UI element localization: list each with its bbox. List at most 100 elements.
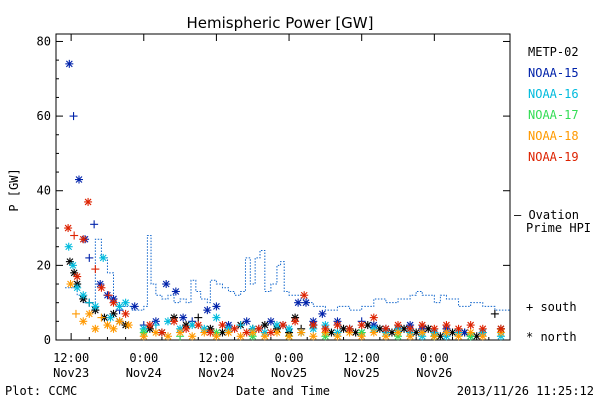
data-point — [124, 321, 133, 330]
data-point — [294, 298, 303, 307]
data-point — [68, 261, 77, 270]
data-point — [454, 332, 463, 341]
data-point — [381, 324, 390, 333]
data-point — [466, 321, 475, 330]
data-point — [145, 321, 154, 330]
data-point — [130, 302, 139, 311]
data-point — [79, 291, 88, 300]
data-point — [73, 283, 82, 292]
footer-xlabel: Date and Time — [236, 384, 330, 398]
data-point — [70, 231, 79, 240]
data-point — [106, 313, 115, 322]
symbol-legend-entry: + south — [526, 300, 577, 314]
x-tick-label: 0:00 — [420, 351, 449, 365]
x-tick-label: 12:00 — [198, 351, 234, 365]
data-point — [212, 302, 221, 311]
data-point — [236, 321, 245, 330]
data-point — [260, 332, 269, 341]
data-point — [418, 328, 427, 337]
data-points — [64, 59, 505, 341]
data-point — [109, 298, 118, 307]
data-point — [64, 242, 73, 251]
data-point — [260, 321, 269, 330]
data-point — [75, 175, 84, 184]
data-point — [430, 324, 439, 333]
data-point — [91, 265, 100, 274]
data-point — [224, 328, 233, 337]
y-axis: 0 20 40 60 80 — [37, 34, 510, 347]
data-point — [109, 324, 118, 333]
data-point — [496, 324, 505, 333]
data-point — [394, 321, 403, 330]
data-point — [218, 321, 227, 330]
data-point — [454, 324, 463, 333]
legend-entry: NOAA-15 — [528, 66, 579, 80]
data-point — [357, 321, 366, 330]
data-point — [73, 272, 82, 281]
data-point — [478, 332, 487, 341]
data-point — [85, 298, 94, 307]
data-point — [430, 332, 439, 341]
legend-entry: METP-02 — [528, 45, 579, 59]
data-point — [318, 309, 327, 318]
data-point — [302, 298, 311, 307]
x-tick-date: Nov25 — [344, 366, 380, 380]
data-point — [466, 328, 475, 337]
x-tick-label: 0:00 — [129, 351, 158, 365]
data-point — [490, 309, 499, 318]
y-tick-label: 80 — [37, 34, 51, 48]
data-point — [206, 328, 215, 337]
data-point — [85, 309, 94, 318]
data-point — [91, 302, 100, 311]
data-point — [406, 324, 415, 333]
data-point — [266, 317, 275, 326]
data-point — [121, 309, 130, 318]
data-point — [188, 332, 197, 341]
x-tick-label: 12:00 — [53, 351, 89, 365]
data-point — [176, 328, 185, 337]
data-point — [179, 313, 188, 322]
data-point — [418, 321, 427, 330]
y-axis-label: P [GW] — [7, 168, 21, 211]
data-point — [79, 235, 88, 244]
legend-entry: NOAA-18 — [528, 129, 579, 143]
x-tick-label: 0:00 — [275, 351, 304, 365]
data-point — [381, 332, 390, 341]
data-point — [248, 328, 257, 337]
footer-timestamp: 2013/11/26 11:25:12 — [457, 384, 594, 398]
data-point — [442, 328, 451, 337]
data-point — [285, 324, 294, 333]
data-point — [163, 332, 172, 341]
data-point — [300, 291, 309, 300]
data-point — [327, 328, 336, 337]
data-point — [99, 253, 108, 262]
y-tick-label: 20 — [37, 258, 51, 272]
data-point — [369, 313, 378, 322]
legend: METP-02 NOAA-15 NOAA-16 NOAA-17 NOAA-18 NOAA-… — [528, 45, 579, 164]
data-point — [64, 224, 73, 233]
y-tick-label: 0 — [44, 333, 51, 347]
data-point — [157, 328, 166, 337]
data-point — [71, 309, 80, 318]
data-point — [357, 332, 366, 341]
data-point — [115, 302, 124, 311]
data-point — [394, 328, 403, 337]
legend-entry: NOAA-16 — [528, 87, 579, 101]
data-point — [66, 280, 75, 289]
x-tick-label: 12:00 — [344, 351, 380, 365]
data-point — [266, 328, 275, 337]
x-tick-date: Nov26 — [416, 366, 452, 380]
data-point — [121, 298, 130, 307]
data-point — [478, 324, 487, 333]
legend-entry: NOAA-17 — [528, 108, 579, 122]
footer-credit: Plot: CCMC — [5, 384, 77, 398]
ovation-series-line — [65, 235, 510, 311]
data-point — [97, 313, 106, 322]
data-point — [65, 59, 74, 68]
data-point — [242, 317, 251, 326]
data-point — [115, 317, 124, 326]
data-point — [188, 321, 197, 330]
data-point — [333, 321, 342, 330]
data-point — [182, 324, 191, 333]
